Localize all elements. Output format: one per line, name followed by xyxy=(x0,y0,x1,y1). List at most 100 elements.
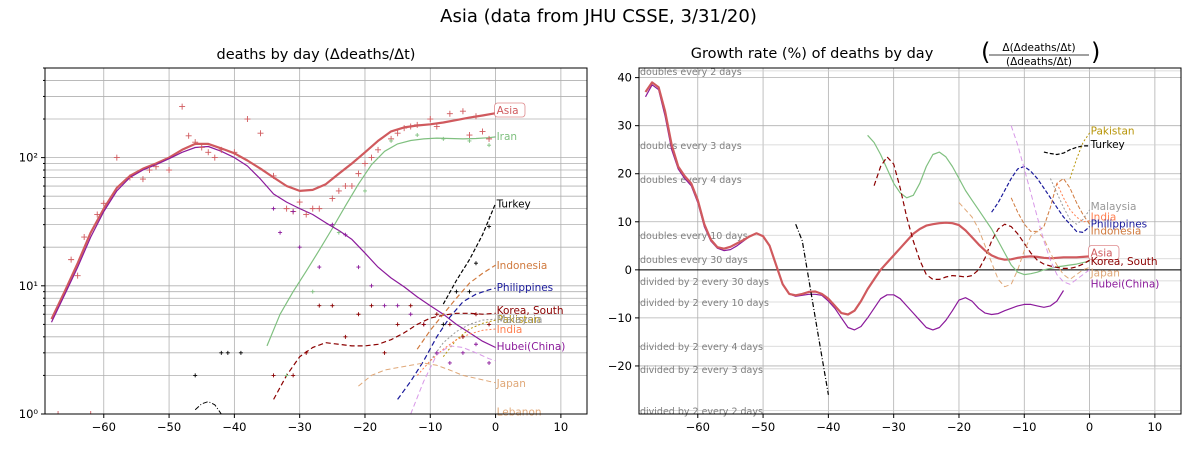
marker-other xyxy=(193,373,198,378)
marker-hubei-china xyxy=(434,350,439,355)
marker-korea-south xyxy=(356,312,361,317)
x-tick-label: 0 xyxy=(492,420,499,434)
marker-hubei-china xyxy=(487,360,492,365)
series-label-malaysia: Malaysia xyxy=(1091,201,1137,213)
marker-other xyxy=(467,289,472,294)
chart-title-text: Growth rate (%) of deaths by day xyxy=(691,46,934,62)
marker-asia xyxy=(459,108,466,115)
marker-korea-south xyxy=(473,312,478,317)
marker-asia xyxy=(205,149,212,156)
chart-title: deaths by day (Δdeaths/Δt) xyxy=(217,47,416,63)
marker-iran xyxy=(336,230,341,235)
series-label-iran: Iran xyxy=(497,131,518,143)
marker-hubei-china xyxy=(369,283,374,288)
series-line-india xyxy=(416,328,496,376)
reference-line-label: divided by 2 every 30 days xyxy=(640,277,769,288)
series-label-korea-south: Korea, South xyxy=(1091,256,1158,268)
series-label-philippines: Philippines xyxy=(497,282,554,294)
x-tick-label: 10 xyxy=(554,420,569,434)
marker-hubei-china xyxy=(356,265,361,270)
marker-korea-south xyxy=(395,322,400,327)
series-line-japan xyxy=(958,202,1090,288)
x-tick-label: −30 xyxy=(288,420,312,434)
marker-korea-south xyxy=(271,373,276,378)
x-tick-label: −40 xyxy=(222,420,246,434)
chart-2: doubles every 2 days doubles every 3 days… xyxy=(608,38,1182,434)
y-tick-label: 10¹ xyxy=(19,279,38,293)
series-label-philippines: Philippines xyxy=(1091,219,1148,231)
marker-hubei-china xyxy=(473,342,478,347)
series-label-lebanon: Lebanon xyxy=(497,406,542,418)
series-line-hubei-china xyxy=(644,84,1065,331)
marker-korea-south xyxy=(408,303,413,308)
reference-line-label: doubles every 30 days xyxy=(640,255,748,266)
marker-asia xyxy=(394,130,401,137)
marker-asia xyxy=(126,174,133,181)
marker-asia xyxy=(427,116,434,123)
series-line-unlabeled xyxy=(194,401,222,414)
reference-line-label: doubles every 10 days xyxy=(640,231,748,242)
marker-asia xyxy=(218,146,225,153)
series-label-turkey: Turkey xyxy=(1090,139,1125,151)
marker-asia xyxy=(166,167,173,174)
marker-asia xyxy=(368,154,375,161)
marker-iran xyxy=(467,138,472,143)
series-line-lebanon xyxy=(410,345,496,414)
marker-iran xyxy=(487,143,492,148)
x-tick-label: −30 xyxy=(882,420,906,434)
series-label-hubei-china: Hubei(China) xyxy=(497,341,566,353)
title-formula-denominator: (Δdeaths/Δt) xyxy=(1006,56,1072,68)
marker-hubei-china xyxy=(278,230,283,235)
series-line-pakistan xyxy=(442,319,496,358)
y-tick-label: 40 xyxy=(617,71,632,85)
marker-asia xyxy=(329,195,336,202)
chart-grid xyxy=(45,67,587,415)
series-label-hubei-china: Hubei(China) xyxy=(1091,278,1160,290)
marker-asia xyxy=(296,199,303,206)
marker-hubei-china xyxy=(317,265,322,270)
marker-asia xyxy=(74,272,81,279)
marker-asia xyxy=(303,211,310,218)
marker-hubei-china xyxy=(447,360,452,365)
marker-asia xyxy=(146,167,153,174)
series-line-india xyxy=(1056,183,1090,223)
chart-1: Asia Iran Turkey Indonesia Philippines Korea,… xyxy=(19,47,588,434)
marker-other xyxy=(441,322,446,327)
marker-asia xyxy=(94,211,101,218)
marker-hubei-china xyxy=(408,312,413,317)
reference-line-label: doubles every 2 days xyxy=(640,67,742,78)
series-line-iran xyxy=(266,136,496,347)
marker-iran xyxy=(441,136,446,141)
series-line-hubei-china xyxy=(50,145,496,349)
y-axis: −20 −10 0 10 20 30 40 xyxy=(608,71,639,373)
marker-other xyxy=(225,350,230,355)
marker-asia xyxy=(486,135,493,142)
title-paren-open: ( xyxy=(981,38,990,66)
series-label-japan: Japan xyxy=(1090,268,1120,280)
marker-iran xyxy=(284,373,289,378)
series-line-lebanon xyxy=(1010,125,1090,285)
series-line-indonesia xyxy=(416,264,496,350)
figure-suptitle: Asia (data from JHU CSSE, 3/31/20) xyxy=(440,6,757,27)
axes-frame xyxy=(44,67,588,415)
marker-asia xyxy=(257,130,264,137)
marker-asia xyxy=(466,132,473,139)
y-tick-label: 10⁰ xyxy=(19,407,39,421)
x-tick-label: −60 xyxy=(686,420,710,434)
x-tick-label: −50 xyxy=(751,420,775,434)
series-label-indonesia: Indonesia xyxy=(1091,225,1142,237)
series-label-malaysia: Malaysia xyxy=(497,314,543,326)
marker-hubei-china xyxy=(343,232,348,237)
marker-iran xyxy=(310,289,315,294)
y-tick-label: 0 xyxy=(625,263,632,277)
marker-asia xyxy=(355,170,362,177)
series-label-pakistan: Pakistan xyxy=(1091,125,1135,137)
series-line-pakistan xyxy=(1069,132,1091,179)
marker-korea-south xyxy=(447,322,452,327)
y-tick-label: −20 xyxy=(608,359,632,373)
marker-asia xyxy=(185,132,192,139)
marker-asia xyxy=(55,411,62,414)
marker-korea-south xyxy=(487,322,492,327)
series-label-asia: Asia xyxy=(497,105,519,117)
x-tick-label: −50 xyxy=(157,420,181,434)
